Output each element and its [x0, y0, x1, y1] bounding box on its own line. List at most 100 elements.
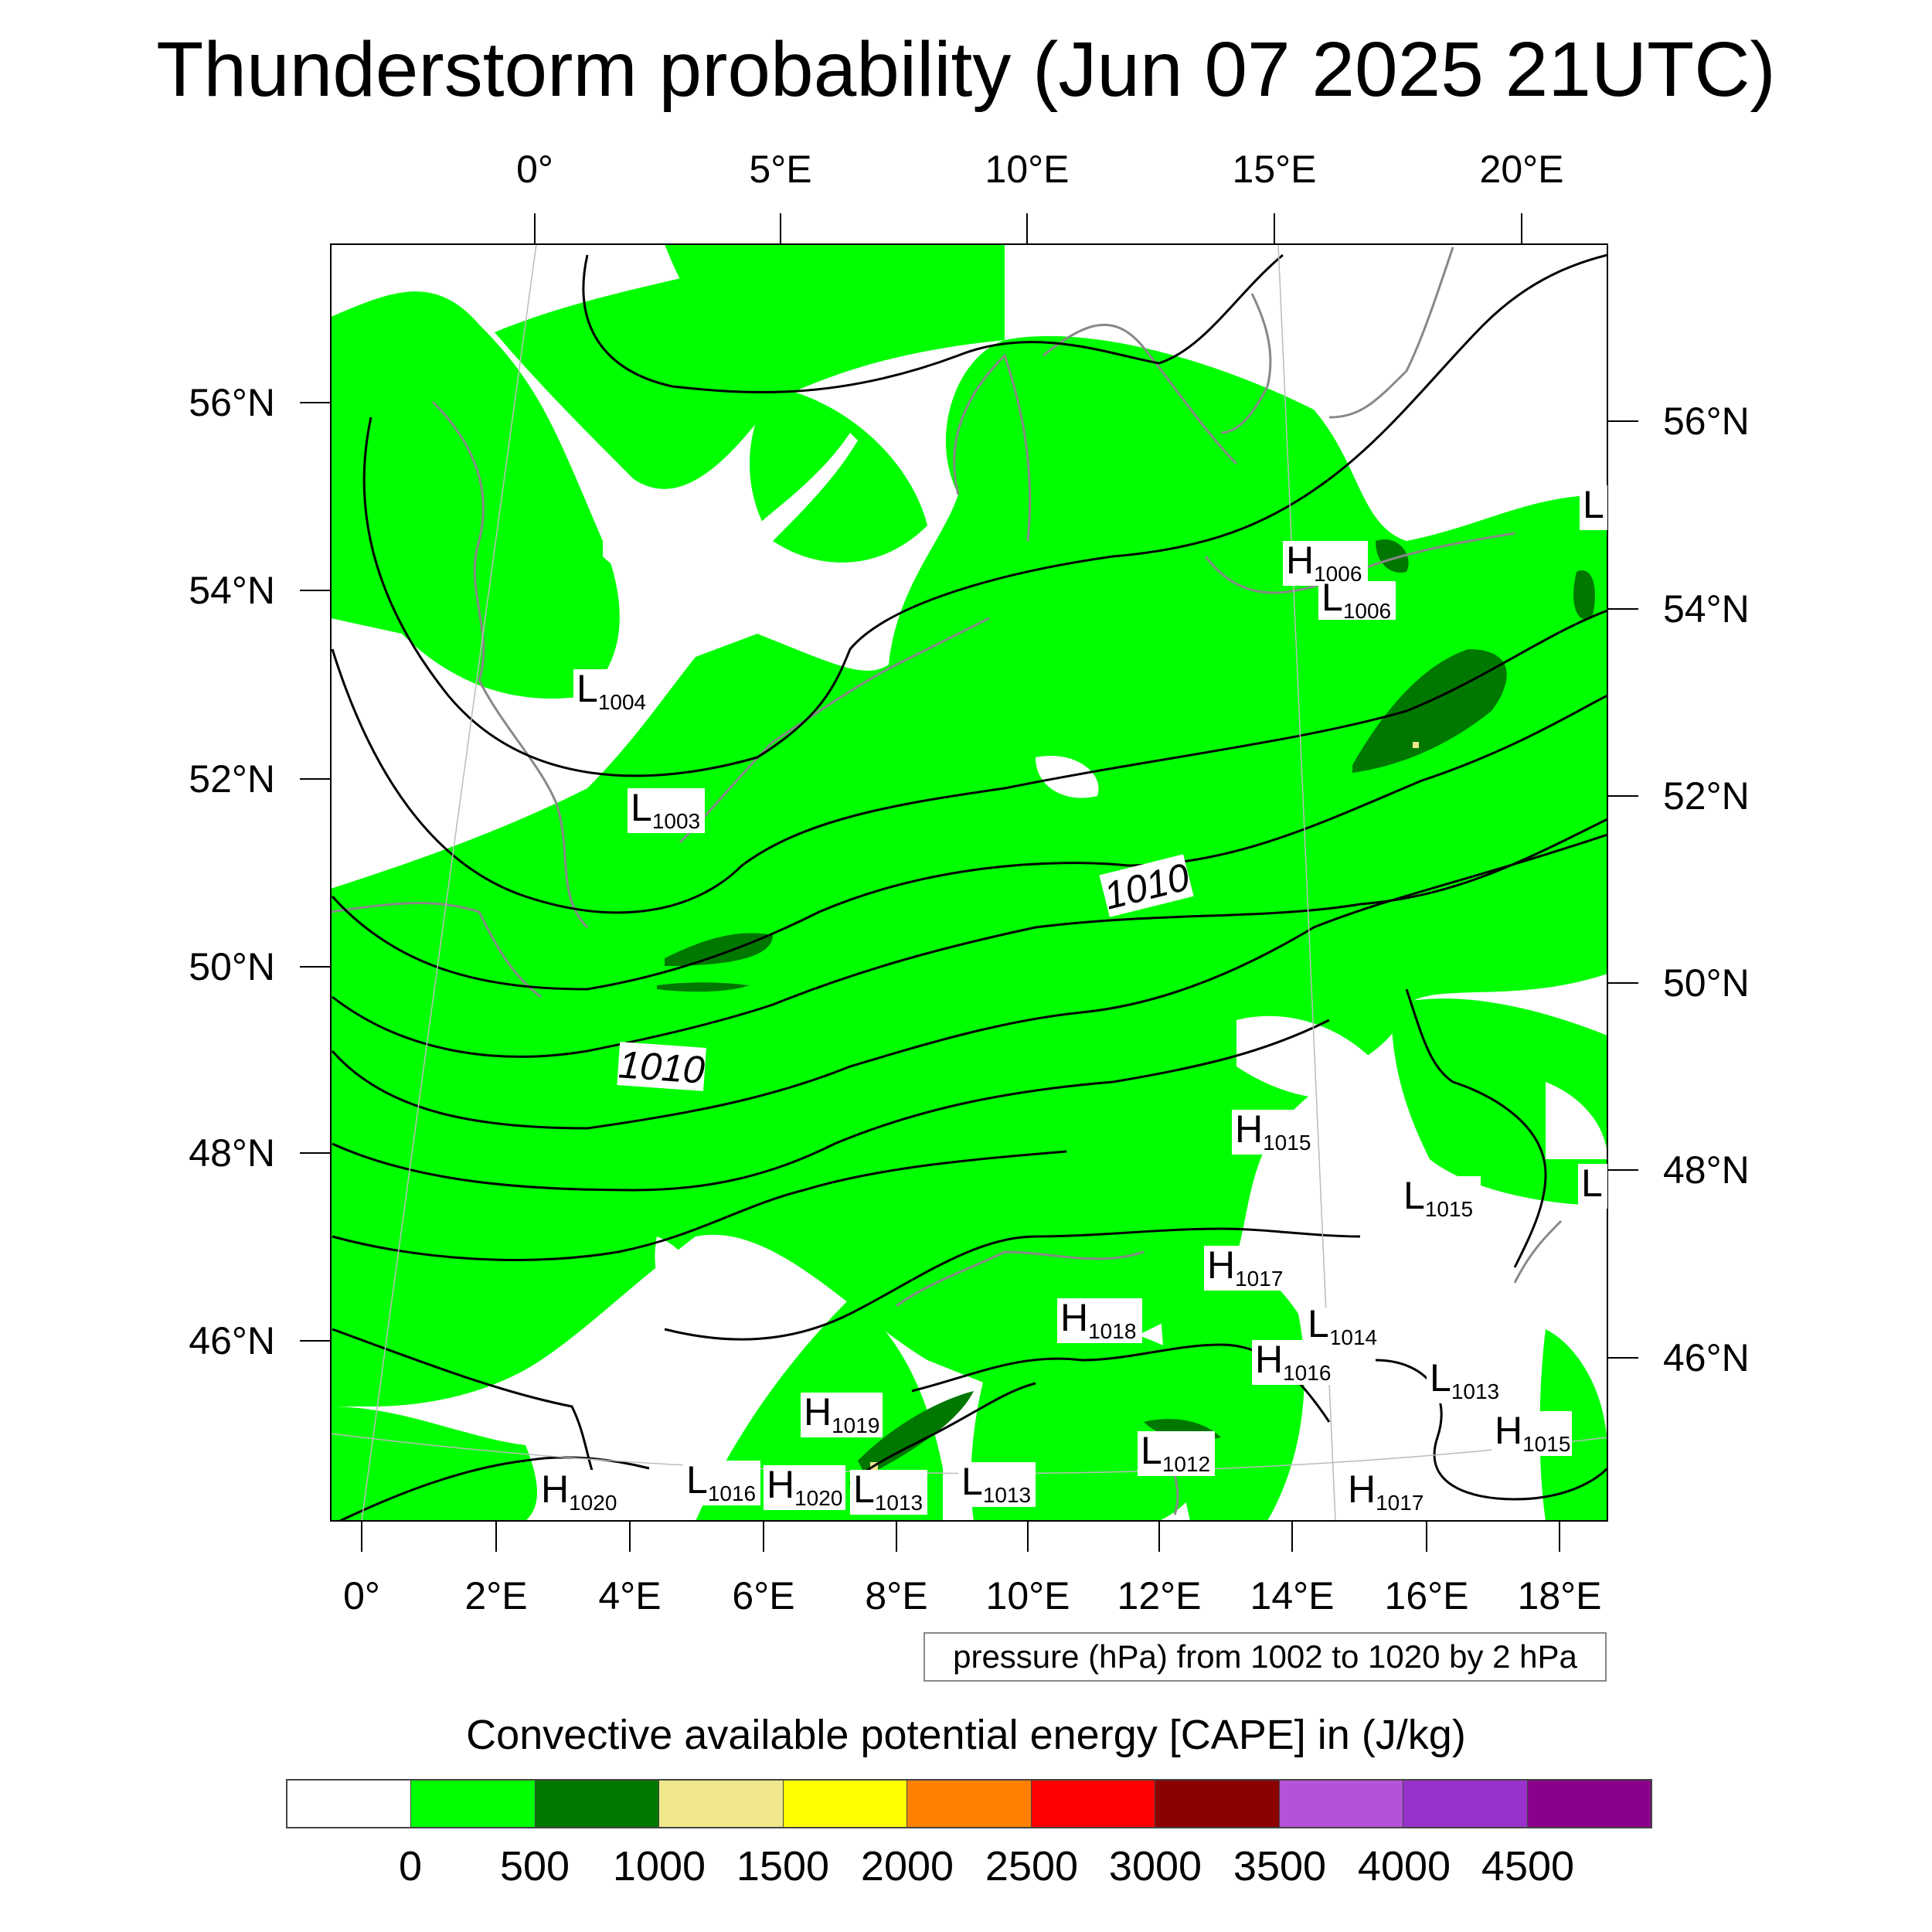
- top-lon-label: 5°E: [749, 148, 811, 191]
- colorbar-tick-label: 0: [398, 1843, 423, 1889]
- top-lon-label: 0°: [516, 148, 553, 191]
- isobar-label-2: 1010: [617, 1042, 706, 1092]
- pressure-center: L: [1578, 1162, 1607, 1209]
- colorbar-tick-label: 3500: [1233, 1843, 1327, 1889]
- svg-text:H1017: H1017: [1348, 1468, 1423, 1515]
- coastlines: [331, 247, 1563, 1515]
- bottom-lon-label: 18°E: [1518, 1574, 1602, 1617]
- colorbar-box: [659, 1781, 784, 1827]
- top-ticks: [534, 213, 1522, 244]
- bottom-ticks: [361, 1521, 1560, 1552]
- svg-text:L1013: L1013: [853, 1468, 923, 1515]
- colorbar-box: [287, 1781, 412, 1827]
- pressure-center: L1013: [1427, 1356, 1504, 1403]
- pressure-center: L1012: [1138, 1429, 1215, 1476]
- right-lat-label: 56°N: [1663, 400, 1750, 443]
- right-ticks: [1607, 420, 1638, 1359]
- top-lon-label: 20°E: [1480, 148, 1564, 191]
- svg-text:L1013: L1013: [1430, 1356, 1499, 1403]
- svg-text:H1017: H1017: [1207, 1243, 1283, 1291]
- svg-text:L: L: [1583, 483, 1604, 526]
- right-lat-label: 50°N: [1663, 961, 1750, 1005]
- top-lon-label: 10°E: [985, 148, 1070, 191]
- svg-text:L: L: [1581, 1162, 1603, 1205]
- left-lat-label: 52°N: [189, 757, 275, 801]
- bottom-lon-label: 6°E: [732, 1574, 794, 1617]
- colorbar-box: [1403, 1781, 1528, 1827]
- svg-text:L1012: L1012: [1141, 1429, 1210, 1476]
- left-lat-label: 48°N: [189, 1131, 275, 1175]
- svg-text:H1015: H1015: [1495, 1409, 1570, 1456]
- pressure-center: L1004: [573, 667, 651, 714]
- svg-text:H1019: H1019: [804, 1390, 879, 1437]
- pressure-center: H1017: [1204, 1243, 1289, 1291]
- pressure-center: L1006: [1318, 576, 1396, 623]
- bottom-lon-label: 0°: [343, 1574, 380, 1617]
- colorbar-ticks: 0 500 1000 1500 2000 2500 3000 3500 4000…: [0, 1839, 1932, 1893]
- isobars: [331, 253, 1607, 1521]
- colorbar-tick-label: 1500: [736, 1843, 830, 1889]
- svg-text:1010: 1010: [617, 1043, 706, 1092]
- cape-field-gaps: [603, 433, 1607, 1329]
- right-lat-label: 52°N: [1663, 774, 1750, 818]
- svg-text:L1015: L1015: [1403, 1174, 1473, 1221]
- pressure-center: H1015: [1232, 1107, 1312, 1155]
- bottom-lon-label: 8°E: [865, 1574, 927, 1617]
- bottom-lon-labels: 0° 2°E 4°E 6°E 8°E 10°E 12°E 14°E 16°E 1…: [343, 1574, 1601, 1617]
- colorbar-tick-label: 2000: [860, 1843, 954, 1889]
- pressure-center: H1018: [1057, 1296, 1142, 1343]
- svg-text:H1015: H1015: [1235, 1107, 1311, 1155]
- left-lat-label: 54°N: [189, 569, 275, 612]
- colorbar-tick-label: 2500: [985, 1843, 1079, 1889]
- colorbar-tick-label: 4000: [1357, 1843, 1451, 1889]
- bottom-lon-label: 2°E: [464, 1574, 527, 1617]
- pressure-center: H1020: [764, 1463, 845, 1510]
- pressure-center: L1003: [628, 786, 705, 833]
- bottom-lon-label: 16°E: [1385, 1574, 1469, 1617]
- svg-text:L1004: L1004: [577, 667, 646, 714]
- bottom-lon-label: 10°E: [986, 1574, 1070, 1617]
- pressure-center: H1019: [801, 1390, 883, 1437]
- map-title: Thunderstorm probability (Jun 07 2025 21…: [156, 26, 1776, 113]
- colorbar-box: [411, 1781, 536, 1827]
- colorbar-tick-label: 4500: [1481, 1843, 1575, 1889]
- pressure-center: H1017: [1345, 1468, 1427, 1515]
- pressure-center: L1013: [958, 1460, 1036, 1507]
- top-lon-labels: 0° 5°E 10°E 15°E 20°E: [516, 148, 1563, 191]
- top-lon-label: 15°E: [1233, 148, 1317, 191]
- left-ticks: [300, 402, 331, 1342]
- bottom-lon-label: 4°E: [598, 1574, 661, 1617]
- right-lat-label: 48°N: [1663, 1148, 1750, 1192]
- colorbar-box: [1031, 1781, 1156, 1827]
- colorbar-tick-label: 1000: [612, 1843, 706, 1889]
- right-lat-label: 54°N: [1663, 587, 1750, 631]
- colorbar-box: [1155, 1781, 1280, 1827]
- svg-text:L1016: L1016: [686, 1458, 756, 1505]
- pressure-centers: L1004 L1003 H1006 L1006 L H1015 L1015 L …: [538, 483, 1607, 1515]
- pressure-center: L: [1580, 483, 1607, 530]
- colorbar-box: [1279, 1781, 1404, 1827]
- svg-text:L1006: L1006: [1321, 576, 1391, 623]
- colorbar-box: [535, 1781, 660, 1827]
- pressure-center: L1013: [850, 1468, 927, 1515]
- plot-frame: [330, 243, 1608, 1522]
- colorbar-tick-label: 3000: [1108, 1843, 1202, 1889]
- pressure-center: L1015: [1400, 1174, 1481, 1221]
- pressure-center: L1016: [683, 1458, 760, 1505]
- left-lat-label: 56°N: [189, 381, 275, 424]
- right-lat-labels: 56°N 54°N 52°N 50°N 48°N 46°N: [1663, 400, 1750, 1379]
- pressure-center: L1014: [1304, 1302, 1382, 1349]
- left-lat-labels: 56°N 54°N 52°N 50°N 48°N 46°N: [189, 381, 275, 1362]
- right-lat-label: 46°N: [1663, 1336, 1750, 1379]
- pressure-info-box: pressure (hPa) from 1002 to 1020 by 2 hP…: [923, 1632, 1607, 1682]
- pressure-center: H1016: [1252, 1338, 1332, 1385]
- colorbar-box: [783, 1781, 908, 1827]
- colorbar-tick-label: 500: [499, 1843, 570, 1889]
- colorbar-title: Convective available potential energy [C…: [466, 1712, 1466, 1758]
- svg-text:L1013: L1013: [961, 1460, 1031, 1507]
- svg-text:H1020: H1020: [767, 1463, 842, 1510]
- left-lat-label: 46°N: [189, 1319, 275, 1362]
- colorbar-box: [1527, 1781, 1651, 1827]
- svg-text:L1003: L1003: [631, 786, 700, 833]
